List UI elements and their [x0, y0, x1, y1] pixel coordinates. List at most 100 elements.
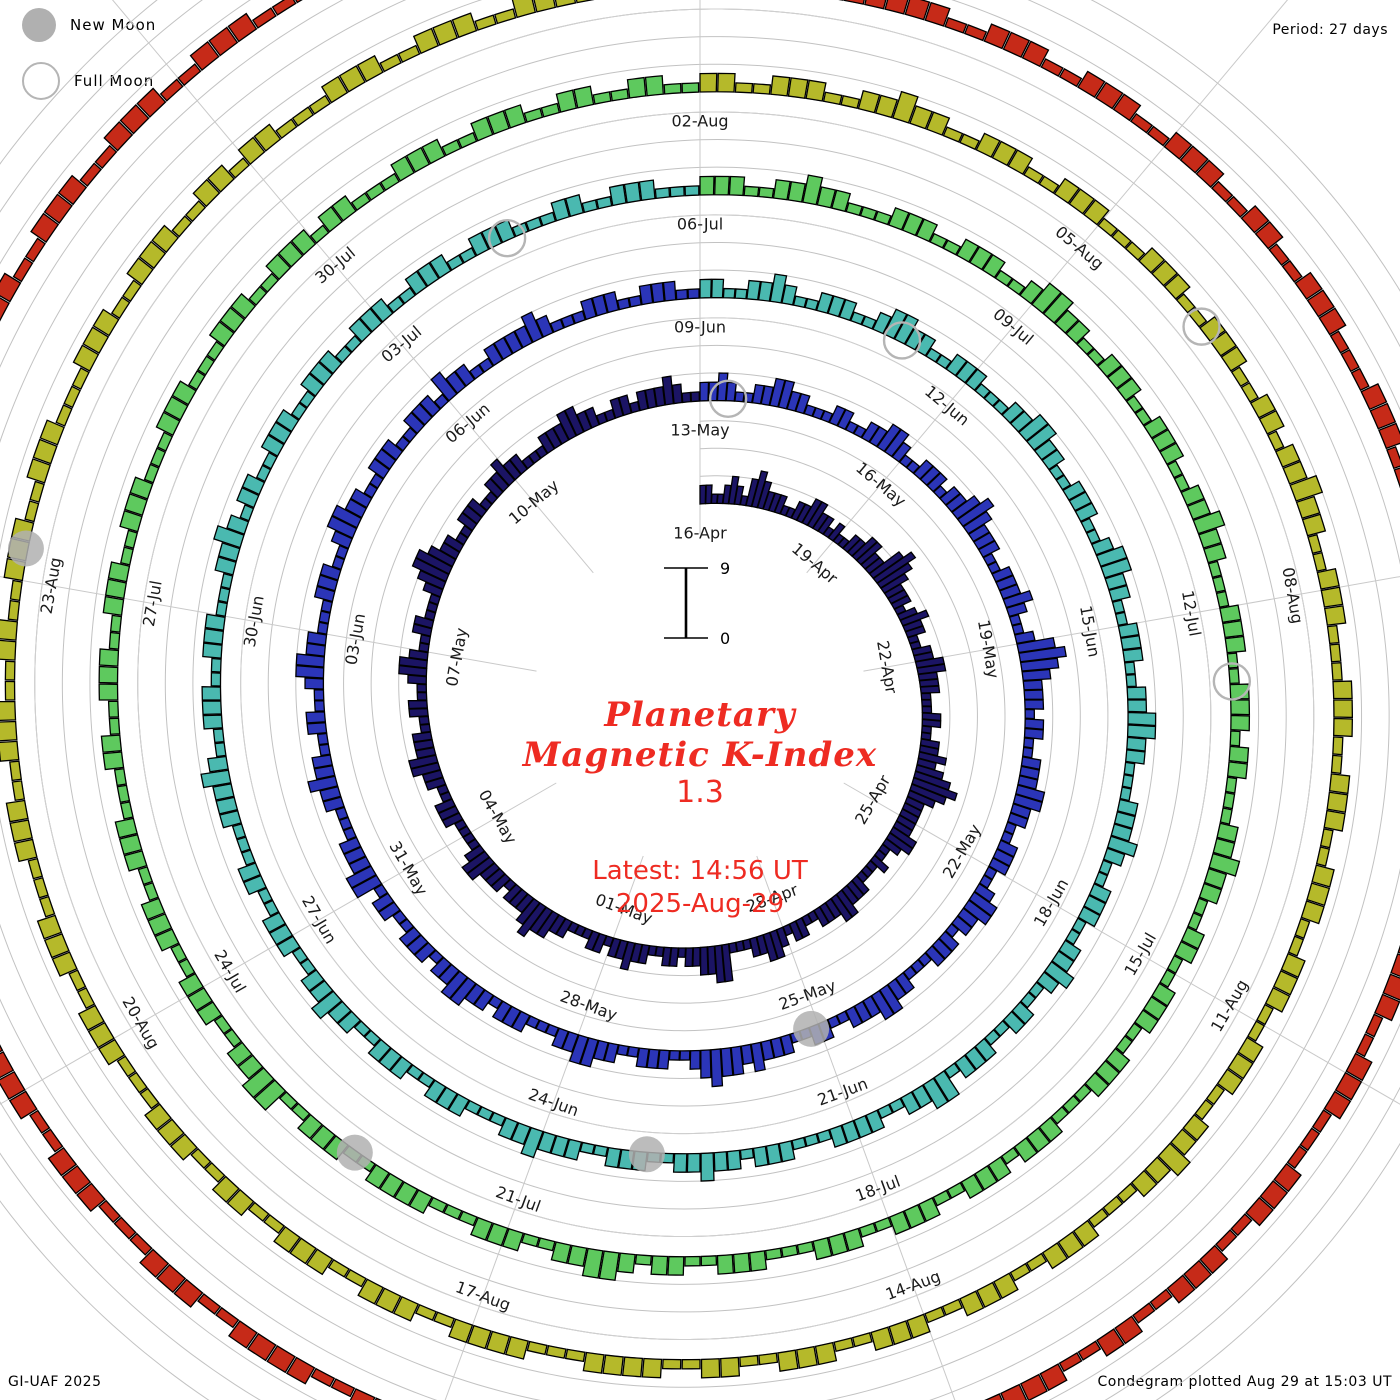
date-label: 11-Aug: [1207, 976, 1252, 1035]
k-bar: [734, 82, 754, 94]
k-bar: [726, 1149, 742, 1171]
k-bar: [137, 866, 154, 886]
k-bar: [1329, 330, 1350, 354]
k-bar: [1210, 330, 1237, 357]
k-bar: [109, 614, 123, 633]
k-bar: [1195, 159, 1225, 188]
k-bar: [1023, 727, 1044, 740]
k-bar: [1122, 647, 1144, 663]
k-bar: [638, 179, 656, 202]
k-bar: [138, 240, 167, 270]
k-bar: [267, 421, 292, 445]
k-bar: [1033, 438, 1058, 461]
full-moon-marker: [708, 379, 748, 418]
k-bar: [196, 1001, 223, 1026]
k-bar: [1224, 635, 1247, 654]
k-bar: [331, 504, 363, 529]
k-bar: [1036, 971, 1060, 995]
k-bar: [239, 504, 255, 522]
k-bar: [827, 522, 846, 542]
k-bar: [124, 493, 148, 517]
k-bar: [616, 1252, 636, 1274]
k-bar: [672, 1153, 688, 1173]
k-bar: [804, 297, 820, 311]
grid-ring-outer-2: [34, 8, 1315, 1341]
k-bar: [398, 656, 428, 669]
k-bar: [1142, 995, 1168, 1021]
k-bar: [661, 1358, 682, 1370]
k-bar: [1082, 199, 1110, 226]
k-bar: [1301, 513, 1327, 537]
k-bar: [154, 928, 180, 952]
k-bar: [981, 253, 1006, 279]
k-bar: [102, 751, 125, 771]
k-bar: [1268, 243, 1290, 266]
k-bar: [240, 849, 256, 866]
k-bar: [699, 175, 715, 196]
k-bar: [479, 862, 501, 882]
k-bar: [903, 1203, 926, 1229]
k-bar: [334, 345, 353, 364]
k-bar: [1294, 917, 1311, 940]
k-bar: [720, 1356, 741, 1378]
k-bar: [820, 410, 834, 424]
k-bar: [253, 123, 282, 152]
k-bar: [1334, 1071, 1363, 1101]
k-bar: [97, 1038, 126, 1066]
k-bar: [1054, 309, 1080, 334]
k-bar: [299, 958, 317, 976]
k-bar: [838, 298, 858, 322]
k-bar: [411, 731, 433, 743]
current-k-value: 1.3: [676, 775, 724, 810]
k-bar: [1230, 714, 1251, 732]
k-bar: [536, 1237, 556, 1252]
k-bar: [290, 402, 308, 421]
k-bar: [408, 1189, 433, 1215]
k-bar: [1259, 1180, 1289, 1210]
k-bar: [945, 493, 968, 513]
k-bar: [285, 1356, 316, 1385]
k-bar: [635, 389, 649, 412]
k-bar: [61, 1164, 92, 1195]
k-bar: [734, 391, 746, 403]
k-bar: [1051, 950, 1075, 973]
k-bar: [1062, 480, 1086, 501]
k-bar: [1126, 736, 1147, 752]
k-bar: [925, 111, 951, 136]
k-bar: [108, 717, 121, 736]
k-bar: [870, 989, 895, 1021]
k-bar: [260, 434, 285, 457]
k-bar: [120, 546, 134, 566]
k-bar: [564, 193, 585, 218]
k-bar: [743, 185, 760, 198]
k-bar: [1254, 221, 1284, 250]
k-bar: [1008, 613, 1022, 627]
k-bar: [777, 1349, 799, 1372]
k-bar: [1149, 1288, 1173, 1311]
date-label: 05-Aug: [1052, 222, 1108, 273]
k-bar: [77, 1004, 105, 1031]
k-bar: [110, 296, 131, 320]
k-bar: [787, 77, 809, 99]
k-bar: [1282, 460, 1308, 485]
k-bar: [1088, 882, 1112, 904]
k-bar: [812, 1236, 833, 1261]
k-bar: [968, 891, 998, 917]
k-bar: [248, 285, 268, 306]
k-bar: [226, 514, 250, 535]
k-bar: [1120, 634, 1142, 651]
k-bar: [918, 678, 940, 688]
k-bar: [1023, 689, 1044, 700]
k-bar: [1093, 871, 1109, 888]
k-bar: [567, 1244, 588, 1268]
k-bar: [414, 746, 437, 760]
k-bar: [721, 943, 734, 983]
k-bar: [762, 931, 779, 963]
k-bar: [1151, 428, 1177, 452]
k-bar: [1287, 935, 1305, 957]
date-label: 21-Jun: [815, 1074, 870, 1110]
k-bar: [1180, 926, 1206, 950]
k-bar: [991, 140, 1018, 167]
k-bar: [1300, 900, 1325, 925]
k-bar: [1216, 822, 1239, 843]
